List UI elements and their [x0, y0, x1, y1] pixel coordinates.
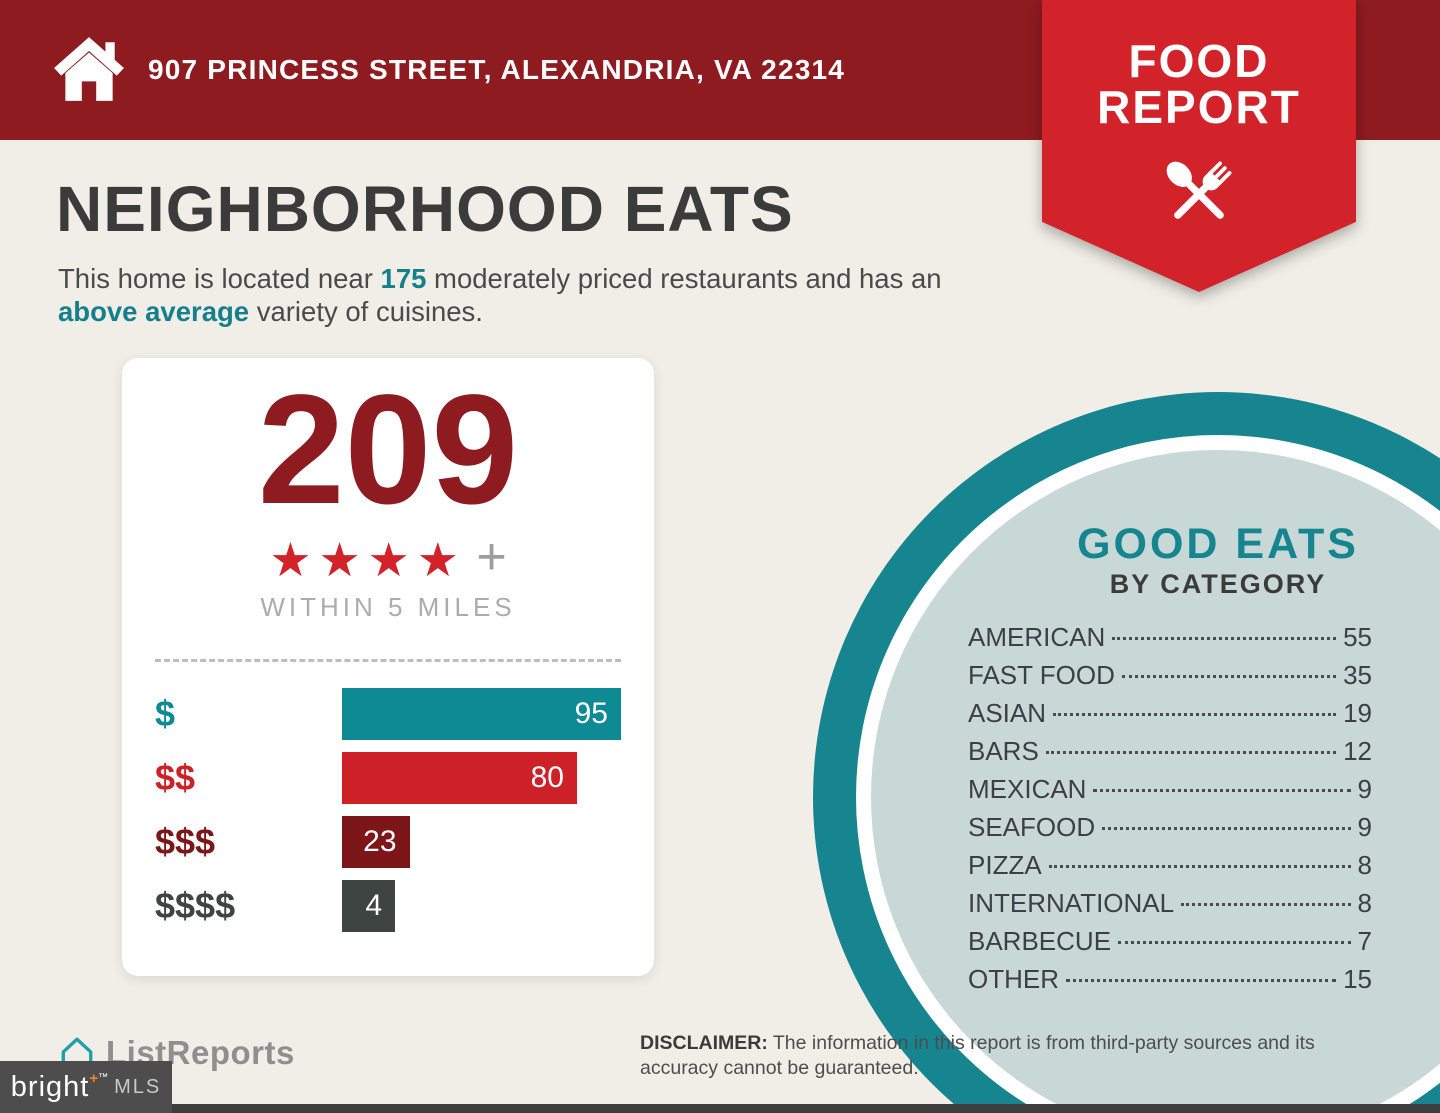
bar-track: 80: [342, 752, 621, 804]
category-row: BARBECUE 7: [968, 926, 1372, 964]
dotted-leader: [1048, 865, 1351, 868]
bar-track: 95: [342, 688, 621, 740]
badge-title-line2: REPORT: [1097, 81, 1301, 133]
restaurant-summary-card: 209 ★★★★ + WITHIN 5 MILES $95 $$ 80 $$$ 23 $$…: [122, 358, 654, 976]
bright-wordmark: bright: [10, 1070, 90, 1103]
star-icons: ★★★★: [269, 533, 466, 586]
category-value: 8: [1357, 888, 1372, 918]
intro-text-after: variety of cuisines.: [249, 296, 483, 327]
price-tier-label: $$$: [155, 821, 216, 862]
bright-mls-logo: bright + ™ MLS: [0, 1061, 172, 1113]
price-tier-row: $95: [155, 688, 621, 740]
price-tier-label: $: [155, 693, 176, 734]
bar-value: 23: [363, 825, 397, 858]
category-value: 9: [1357, 812, 1372, 842]
dotted-leader: [1118, 941, 1351, 944]
category-label: ASIAN: [968, 698, 1047, 728]
dotted-leader: [1181, 903, 1351, 906]
intro-text: This home is located near 175 moderately…: [58, 262, 1008, 328]
category-label: MEXICAN: [968, 774, 1087, 804]
rating-row: ★★★★ +: [122, 528, 654, 588]
price-tier-row: $$$$ 4: [155, 880, 621, 932]
page-title: NEIGHBORHOOD EATS: [56, 173, 794, 245]
bar-value: 4: [365, 889, 382, 922]
good-eats-circle-inner: [871, 450, 1440, 1113]
category-value: 35: [1343, 660, 1372, 690]
category-label: OTHER: [968, 964, 1059, 994]
radius-label: WITHIN 5 MILES: [260, 592, 516, 622]
dotted-leader: [1093, 789, 1351, 792]
dashed-divider: [155, 659, 621, 662]
restaurant-total-count: 209: [257, 363, 519, 537]
property-address: 907 PRINCESS STREET, ALEXANDRIA, VA 2231…: [148, 54, 846, 85]
category-value: 8: [1357, 850, 1372, 880]
dotted-leader: [1045, 751, 1337, 754]
bar: 23: [342, 816, 410, 868]
category-row: FAST FOOD 35: [968, 660, 1372, 698]
intro-text-before: This home is located near: [58, 263, 381, 294]
disclaimer-label: DISCLAIMER:: [640, 1032, 768, 1054]
price-tier-row: $$$ 23: [155, 816, 621, 868]
dotted-leader: [1112, 637, 1337, 640]
intro-text-middle: moderately priced restaurants and has an: [426, 263, 942, 294]
bar-track: 4: [342, 880, 621, 932]
bar: 80: [342, 752, 577, 804]
bar: 95: [342, 688, 621, 740]
category-row: OTHER 15: [968, 964, 1372, 1002]
mls-wordmark: MLS: [114, 1075, 162, 1098]
category-value: 9: [1357, 774, 1372, 804]
category-label: SEAFOOD: [968, 812, 1096, 842]
category-value: 15: [1343, 964, 1372, 994]
trademark-symbol: ™: [98, 1071, 109, 1083]
category-label: BARBECUE: [968, 926, 1112, 956]
bottom-strip: [0, 1104, 1440, 1113]
category-row: SEAFOOD 9: [968, 812, 1372, 850]
price-tier-label: $$$$: [155, 885, 236, 926]
home-icon: [52, 34, 126, 104]
bar-value: 95: [574, 697, 608, 730]
food-report-badge: FOOD REPORT: [1042, 0, 1356, 292]
category-label: INTERNATIONAL: [968, 888, 1175, 918]
badge-title-line1: FOOD: [1128, 35, 1270, 87]
price-bar-chart: $95 $$ 80 $$$ 23 $$$$ 4: [155, 688, 621, 932]
category-value: 12: [1343, 736, 1372, 766]
category-row: ASIAN 19: [968, 698, 1372, 736]
category-value: 19: [1343, 698, 1372, 728]
good-eats-subtitle: BY CATEGORY: [1109, 569, 1327, 599]
dotted-leader: [1053, 713, 1337, 716]
restaurant-count-highlight: 175: [380, 263, 427, 294]
price-tier-row: $$ 80: [155, 752, 621, 804]
category-label: AMERICAN: [968, 622, 1106, 652]
bar-value: 80: [530, 761, 564, 794]
category-row: PIZZA 8: [968, 850, 1372, 888]
category-row: AMERICAN 55: [968, 622, 1372, 660]
food-report-ribbon: FOOD REPORT: [1042, 0, 1356, 292]
category-label: PIZZA: [968, 850, 1042, 880]
category-label: BARS: [968, 736, 1039, 766]
dotted-leader: [1121, 675, 1337, 678]
good-eats-category-list: AMERICAN 55 FAST FOOD 35 ASIAN 19 BARS 12 MEXICA…: [968, 622, 1372, 1002]
category-value: 7: [1357, 926, 1372, 956]
bar-track: 23: [342, 816, 621, 868]
crossed-spoon-fork-icon: [1151, 146, 1247, 242]
bar: 4: [342, 880, 395, 932]
category-row: BARS 12: [968, 736, 1372, 774]
bright-plus-mark: +: [89, 1069, 99, 1087]
category-row: MEXICAN 9: [968, 774, 1372, 812]
category-value: 55: [1343, 622, 1372, 652]
dotted-leader: [1102, 827, 1351, 830]
category-row: INTERNATIONAL 8: [968, 888, 1372, 926]
category-label: FAST FOOD: [968, 660, 1115, 690]
disclaimer: DISCLAIMER: The information in this repo…: [640, 1031, 1388, 1082]
variety-highlight: above average: [58, 296, 250, 327]
plus-sign: +: [476, 528, 507, 586]
good-eats-title: GOOD EATS: [1077, 520, 1359, 568]
price-tier-label: $$: [155, 757, 196, 798]
dotted-leader: [1066, 979, 1337, 982]
disclaimer-text: The information in this report is from t…: [640, 1032, 1315, 1080]
